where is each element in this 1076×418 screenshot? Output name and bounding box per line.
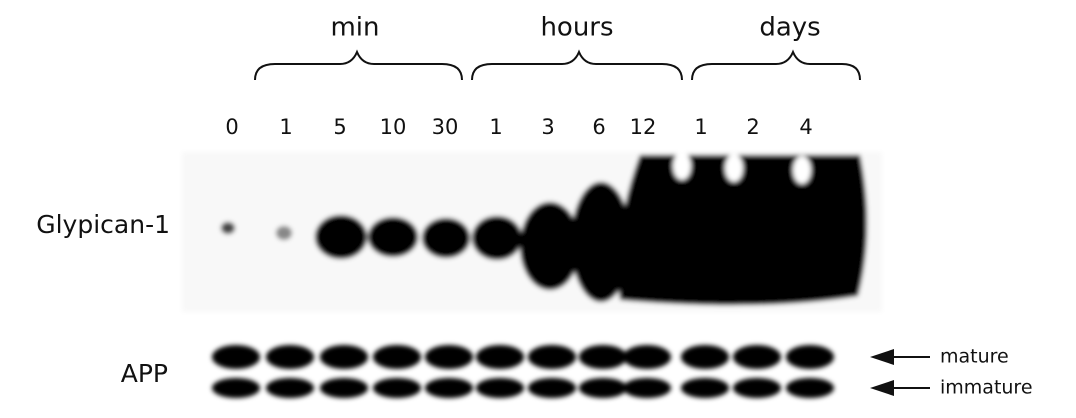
lane-label: 30 [432,115,459,139]
glypican-blot [182,152,882,312]
band-label: immature [940,377,1033,399]
app-blot [212,345,834,398]
app-band [579,345,627,369]
app-band [623,345,671,369]
group-label: hours [540,13,613,43]
lane-label: 1 [279,115,292,139]
app-band [212,378,260,398]
lane-label: 3 [541,115,554,139]
app-band [476,378,524,398]
app-band [786,345,834,369]
lane-label: 1 [489,115,502,139]
app-band [266,378,314,398]
app-band [786,378,834,398]
app-band [476,345,524,369]
arrow [870,349,930,396]
app-band [373,345,421,369]
row-label: APP [121,359,168,388]
app-band [266,345,314,369]
app-band [528,345,576,369]
group-label: days [759,13,820,43]
brace [691,49,861,81]
app-band [681,345,729,369]
app-band [425,345,473,369]
app-band [320,378,368,398]
app-band [212,345,260,369]
app-band [733,378,781,398]
brace [471,49,683,81]
lane-label: 1 [694,115,707,139]
brace [254,49,463,81]
lane-label: 12 [630,115,657,139]
app-band [320,345,368,369]
group-label: min [330,13,379,43]
app-band [681,378,729,398]
lane-label: 10 [380,115,407,139]
row-label: Glypican-1 [36,210,170,239]
app-band [733,345,781,369]
lane-label: 4 [799,115,812,139]
lane-label: 2 [746,115,759,139]
band-label: mature [940,346,1009,368]
lane-label: 5 [333,115,346,139]
app-band [373,378,421,398]
lane-label: 0 [225,115,238,139]
app-band [425,378,473,398]
app-band [528,378,576,398]
app-band [579,378,627,398]
lane-label: 6 [592,115,605,139]
app-band [623,378,671,398]
